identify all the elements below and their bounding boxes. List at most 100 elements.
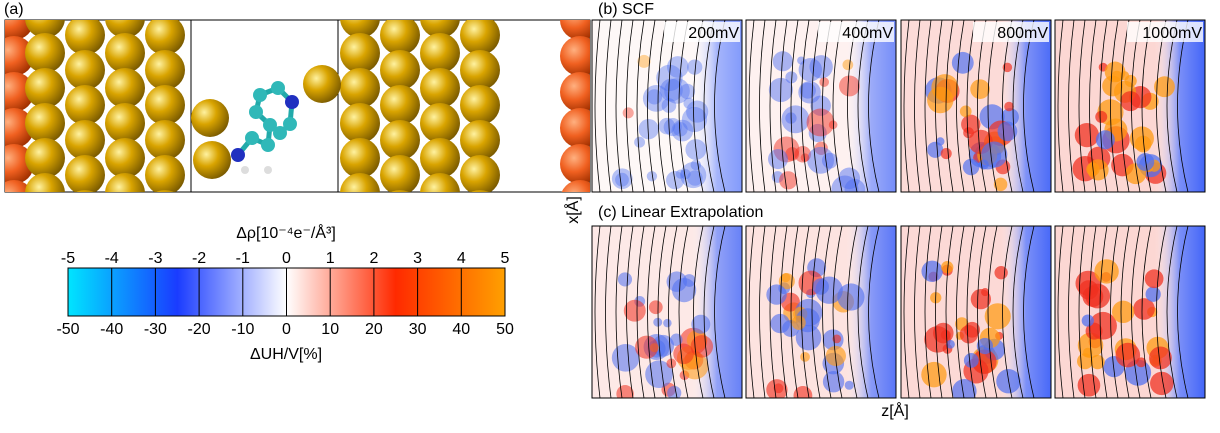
colorbar-title: Δρ[10⁻⁴e⁻/Å³] [236, 223, 336, 242]
contour [1002, 226, 1013, 398]
label-bg [1127, 22, 1203, 42]
blob [680, 162, 707, 189]
blob [1133, 298, 1155, 320]
contour [935, 226, 943, 398]
contour [801, 20, 810, 192]
atom [391, 190, 409, 192]
atom [191, 99, 229, 137]
blue-strip [1155, 20, 1205, 192]
contour [1156, 226, 1167, 398]
atom [105, 103, 145, 143]
atom [65, 50, 105, 90]
map-content [901, 20, 1051, 192]
frame [591, 19, 743, 193]
atom [560, 36, 590, 76]
blob [994, 265, 1008, 280]
frame [591, 225, 743, 399]
contour [1012, 226, 1024, 398]
atom [460, 50, 500, 90]
contour [857, 226, 869, 398]
contour [1120, 20, 1130, 192]
panel-label: (b) SCF [598, 1, 654, 18]
contour [626, 20, 634, 192]
atom [380, 50, 420, 90]
blob [1074, 122, 1099, 148]
blob [648, 300, 663, 315]
atom [340, 173, 380, 192]
blob [1124, 74, 1137, 88]
atom [561, 180, 590, 192]
map [900, 225, 1052, 399]
blob [687, 59, 703, 75]
blob [832, 334, 842, 344]
atom [25, 138, 65, 178]
blob [675, 169, 685, 179]
label-bg [818, 22, 894, 42]
blob [794, 146, 812, 163]
blob [663, 318, 672, 328]
atom [420, 173, 460, 192]
atom [560, 20, 590, 40]
atom [76, 190, 94, 192]
blob [798, 80, 821, 104]
blob [772, 51, 793, 72]
contour [668, 226, 678, 398]
atom [241, 166, 249, 174]
blob [1111, 300, 1135, 324]
atom [273, 126, 287, 140]
blue-strip [1155, 226, 1205, 398]
contour [914, 20, 921, 192]
atom [245, 131, 259, 145]
blob [1104, 61, 1126, 83]
contour [1110, 226, 1119, 398]
blob [687, 170, 703, 186]
atom [460, 85, 500, 125]
contour [868, 226, 880, 398]
contour [914, 226, 921, 398]
atom [264, 166, 272, 174]
blob [831, 175, 859, 192]
blob [1095, 110, 1108, 123]
contour [626, 226, 634, 398]
contour [1099, 226, 1108, 398]
contour [1057, 226, 1064, 398]
panel-label: (c) Linear Extrapolation [598, 204, 763, 221]
atom [380, 85, 420, 125]
contour [945, 20, 954, 192]
tick-label: -5 [61, 250, 75, 267]
contour [987, 226, 998, 398]
tick-label: -30 [144, 321, 167, 338]
atom [271, 81, 285, 95]
atom [145, 120, 185, 160]
tick-label: 0 [282, 321, 291, 338]
blob [921, 260, 943, 282]
atoms [5, 20, 590, 192]
blob [773, 383, 784, 394]
blob [623, 299, 646, 322]
blob [773, 136, 800, 163]
contour [693, 226, 704, 398]
blob [661, 98, 677, 113]
blob [778, 273, 795, 290]
blob [800, 153, 810, 162]
atom [340, 33, 380, 73]
blob [686, 100, 709, 123]
atom [471, 190, 489, 192]
blob [664, 78, 690, 104]
blob [617, 272, 633, 287]
contour [1110, 20, 1119, 192]
tick-label: 40 [452, 321, 470, 338]
tick-label: -20 [188, 321, 211, 338]
atom [105, 33, 145, 73]
blob [931, 74, 959, 102]
blob [825, 345, 846, 367]
contour [605, 226, 612, 398]
blob [770, 313, 790, 334]
blob [1077, 373, 1101, 397]
contour [924, 226, 932, 398]
blob [1090, 354, 1105, 370]
blob [809, 55, 833, 79]
contour [636, 226, 645, 398]
blob [682, 274, 696, 287]
contour [1068, 226, 1075, 398]
